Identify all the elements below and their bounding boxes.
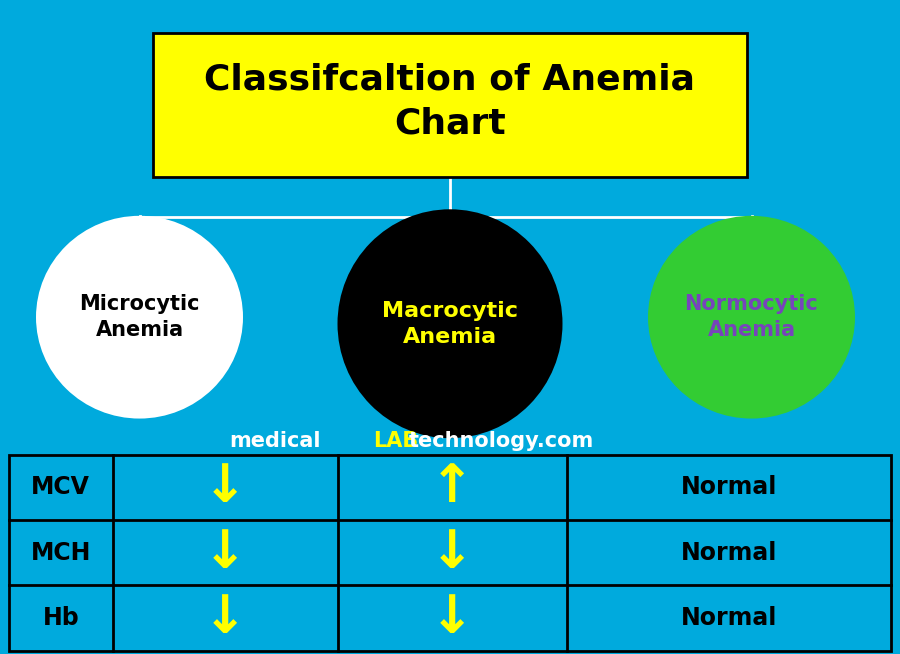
Text: Microcytic
Anemia: Microcytic Anemia [79,294,200,340]
Text: technology.com: technology.com [409,432,594,451]
Text: Normal: Normal [680,606,778,630]
Text: LAB: LAB [374,432,419,451]
Text: ↓: ↓ [430,526,474,579]
Text: medical: medical [230,432,321,451]
Text: ↓: ↓ [430,592,474,644]
Ellipse shape [338,209,562,438]
Text: ↓: ↓ [202,526,248,579]
Ellipse shape [648,216,855,419]
Text: ↑: ↑ [430,461,474,513]
Text: Macrocytic
Anemia: Macrocytic Anemia [382,301,518,347]
Text: Classifcaltion of Anemia
Chart: Classifcaltion of Anemia Chart [204,63,696,140]
Text: Hb: Hb [42,606,79,630]
Text: MCH: MCH [31,541,91,564]
Text: Normal: Normal [680,541,778,564]
Text: Normal: Normal [680,475,778,499]
Text: ↓: ↓ [202,592,248,644]
Text: Normocytic
Anemia: Normocytic Anemia [685,294,818,340]
Text: ↓: ↓ [202,461,248,513]
Text: MCV: MCV [32,475,90,499]
FancyBboxPatch shape [153,33,747,177]
Ellipse shape [36,216,243,419]
FancyBboxPatch shape [9,455,891,651]
